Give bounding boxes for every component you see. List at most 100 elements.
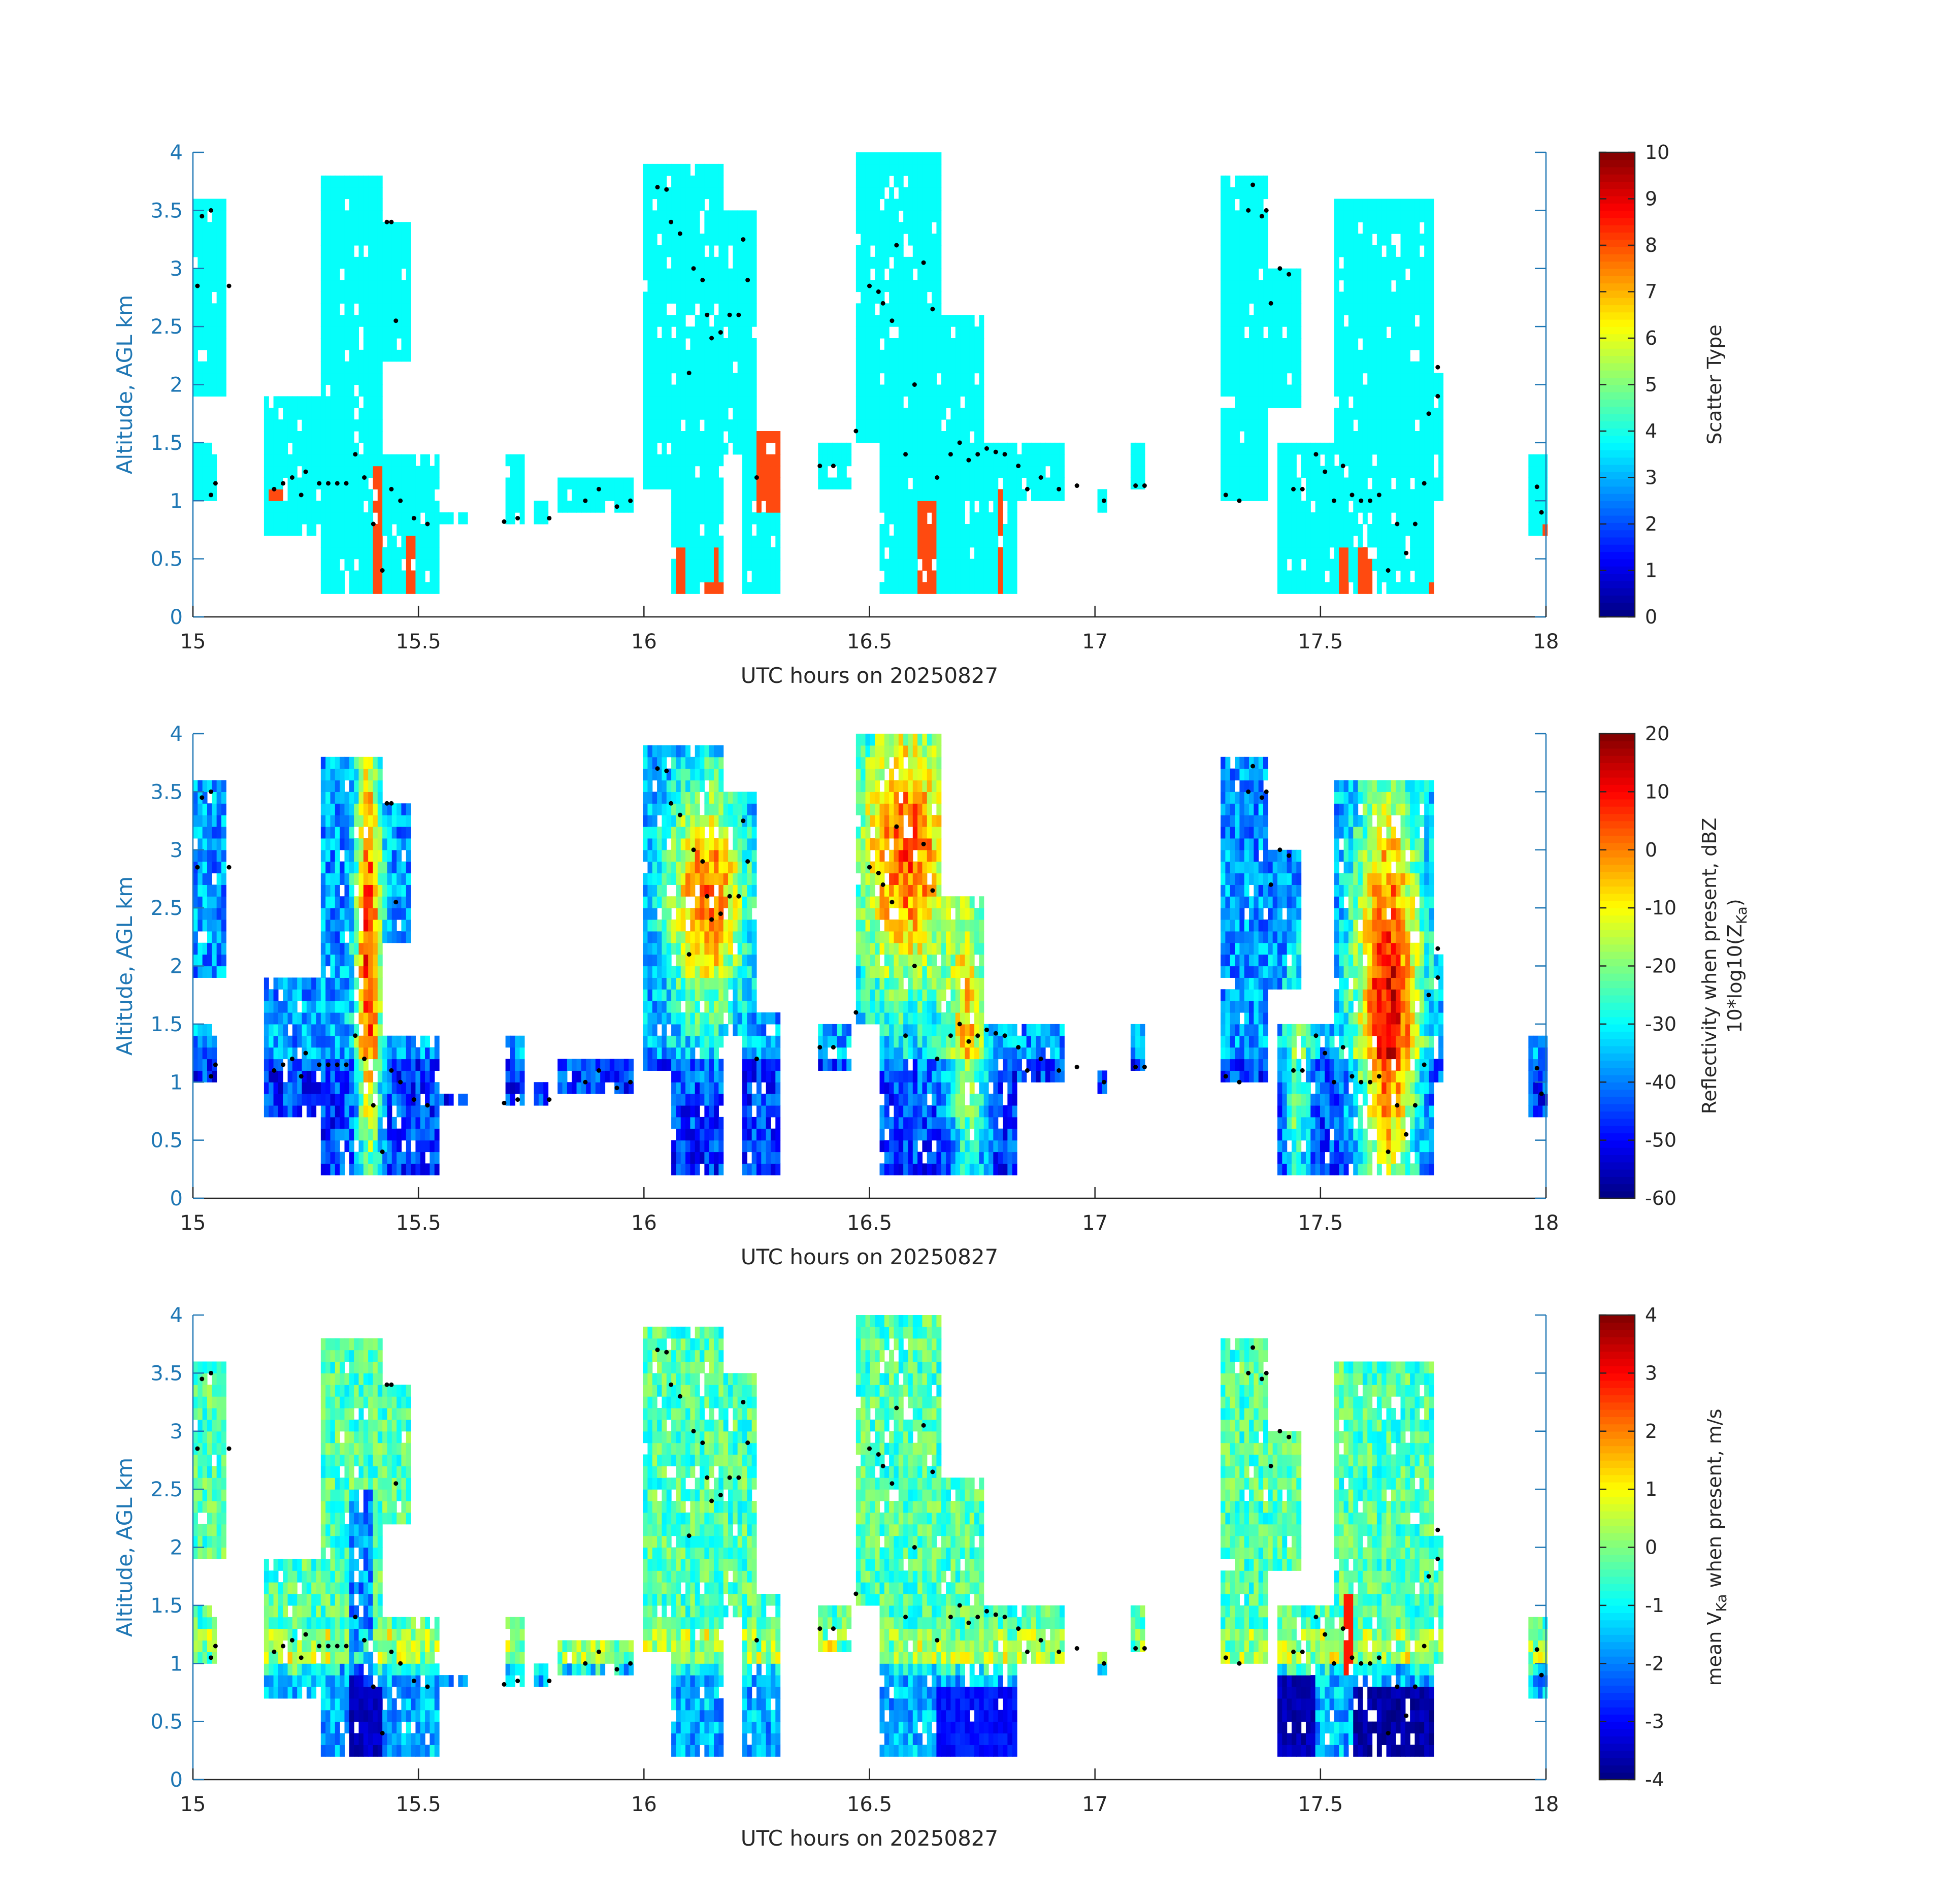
heatmap-cell — [368, 489, 374, 501]
heatmap-cell — [865, 373, 871, 385]
heatmap-cell — [898, 222, 904, 234]
heatmap-cell — [879, 234, 885, 246]
heatmap-cell — [373, 256, 378, 269]
heatmap-cell — [207, 803, 212, 815]
heatmap-cell — [690, 384, 696, 397]
heatmap-cell — [340, 827, 345, 839]
heatmap-cell — [695, 384, 700, 397]
heatmap-cell — [377, 1082, 383, 1094]
heatmap-cell — [747, 466, 752, 478]
heatmap-cell — [989, 547, 994, 560]
heatmap-cell — [377, 1001, 383, 1013]
heatmap-cell — [1244, 256, 1249, 269]
phase-point — [1359, 498, 1364, 503]
heatmap-cell — [1235, 245, 1240, 257]
heatmap-cell — [344, 408, 350, 420]
heatmap-cell — [946, 501, 951, 513]
heatmap-cell — [979, 326, 984, 339]
heatmap-cell — [340, 547, 345, 560]
heatmap-cell — [216, 803, 222, 815]
heatmap-cell — [335, 489, 340, 501]
heatmap-cell — [320, 408, 326, 420]
heatmap-cell — [1386, 303, 1392, 315]
heatmap-cell — [358, 803, 364, 815]
heatmap-cell — [212, 373, 217, 385]
heatmap-cell — [1538, 501, 1543, 513]
heatmap-cell — [714, 477, 719, 489]
heatmap-cell — [373, 827, 378, 839]
heatmap-cell — [884, 199, 890, 211]
heatmap-cell — [216, 338, 222, 350]
heatmap-cell — [983, 477, 989, 489]
heatmap-cell — [1310, 466, 1316, 478]
heatmap-cell — [221, 280, 226, 292]
heatmap-cell — [306, 501, 312, 513]
heatmap-cell — [373, 338, 378, 350]
heatmap-cell — [718, 199, 724, 211]
heatmap-cell — [1376, 222, 1382, 234]
heatmap-cell — [306, 1035, 312, 1048]
heatmap-cell — [354, 454, 359, 467]
heatmap-cell — [1291, 280, 1297, 292]
heatmap-cell — [306, 1047, 312, 1060]
heatmap-cell — [320, 977, 326, 990]
heatmap-cell — [704, 187, 710, 200]
heatmap-cell — [894, 373, 899, 385]
heatmap-cell — [325, 989, 331, 1001]
colorbar-step — [1599, 159, 1635, 168]
heatmap-cell — [1235, 234, 1240, 246]
heatmap-cell — [368, 384, 374, 397]
heatmap-cell — [657, 396, 663, 408]
heatmap-cell — [387, 803, 392, 815]
heatmap-cell — [1391, 442, 1396, 455]
heatmap-cell — [989, 466, 994, 478]
heatmap-cell — [1230, 222, 1235, 234]
heatmap-cell — [898, 256, 904, 269]
heatmap-cell — [1367, 268, 1373, 281]
heatmap-cell — [1296, 349, 1302, 362]
heatmap-cell — [269, 1024, 274, 1036]
heatmap-cell — [855, 326, 861, 339]
heatmap-cell — [960, 454, 965, 467]
heatmap-cell — [349, 315, 354, 327]
heatmap-cell — [879, 291, 885, 304]
heatmap-cell — [344, 222, 350, 234]
heatmap-cell — [335, 908, 340, 920]
heatmap-cell — [718, 559, 724, 571]
heatmap-cell — [363, 1117, 369, 1129]
heatmap-cell — [363, 942, 369, 955]
heatmap-cell — [1022, 466, 1027, 478]
heatmap-cell — [643, 349, 648, 362]
heatmap-cell — [1367, 442, 1373, 455]
heatmap-cell — [387, 815, 392, 827]
heatmap-cell — [922, 582, 928, 594]
colorbar-step — [1599, 210, 1635, 218]
heatmap-cell — [344, 861, 350, 874]
heatmap-cell — [297, 396, 303, 408]
heatmap-cell — [193, 884, 198, 897]
heatmap-cell — [861, 268, 866, 281]
heatmap-cell — [373, 349, 378, 362]
heatmap-cell — [747, 291, 752, 304]
heatmap-cell — [1396, 535, 1401, 548]
phase-point — [1142, 483, 1147, 488]
heatmap-cell — [1310, 489, 1316, 501]
heatmap-cell — [908, 547, 913, 560]
heatmap-cell — [292, 408, 298, 420]
heatmap-cell — [330, 849, 336, 862]
heatmap-cell — [912, 477, 918, 489]
heatmap-cell — [1414, 524, 1420, 536]
heatmap-cell — [1235, 384, 1240, 397]
heatmap-cell — [932, 163, 937, 176]
heatmap-cell — [685, 454, 690, 467]
heatmap-cell — [1310, 582, 1316, 594]
heatmap-cell — [1410, 419, 1416, 432]
heatmap-cell — [415, 477, 421, 489]
heatmap-cell — [1362, 268, 1368, 281]
heatmap-cell — [662, 234, 667, 246]
heatmap-cell — [1291, 326, 1297, 339]
heatmap-cell — [884, 442, 890, 455]
heatmap-cell — [766, 431, 771, 443]
heatmap-cell — [723, 361, 729, 374]
heatmap-cell — [1419, 466, 1425, 478]
